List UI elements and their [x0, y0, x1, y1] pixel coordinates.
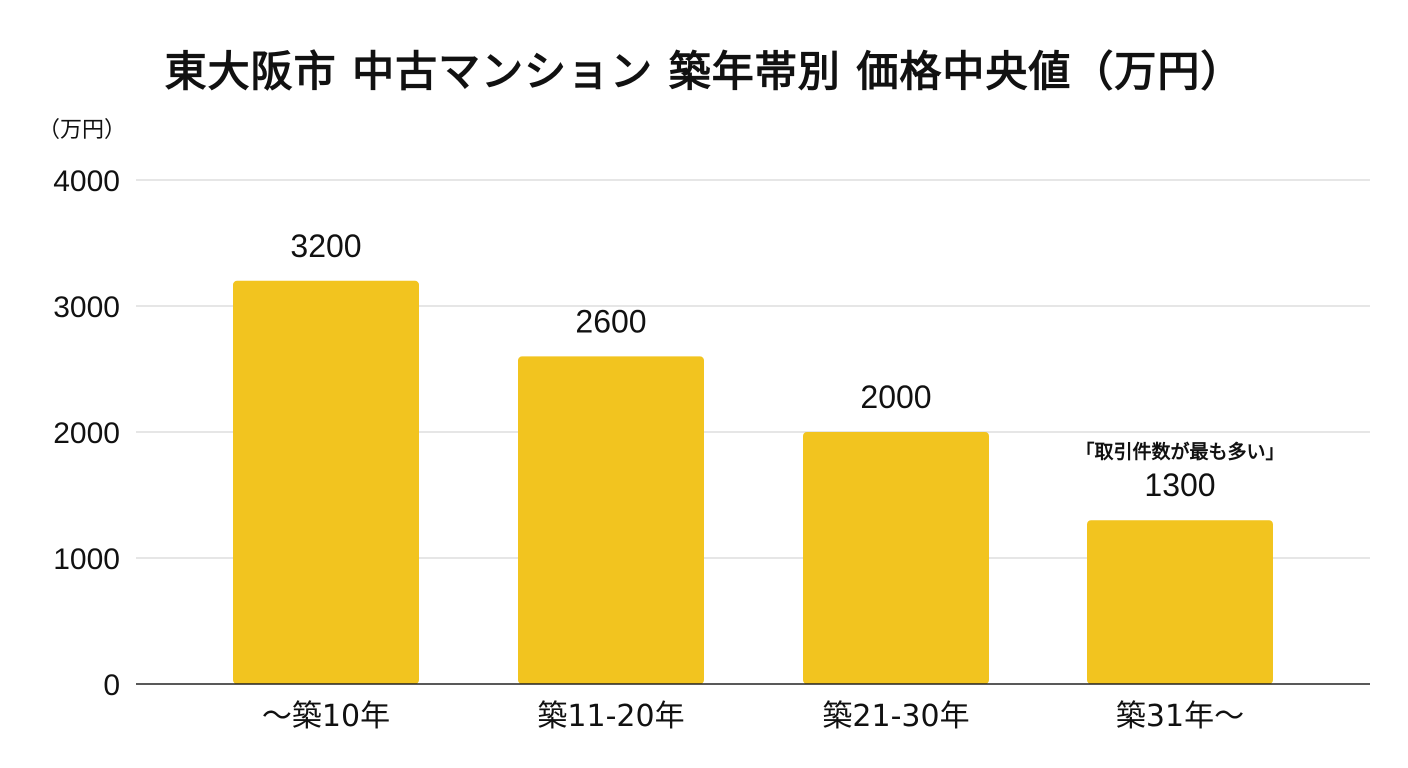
bar — [233, 280, 419, 684]
y-tick-label: 1000 — [53, 543, 120, 576]
annotation-label: 「取引件数が最も多い」 — [1075, 440, 1284, 463]
bar — [1087, 520, 1273, 684]
y-tick-label: 2000 — [53, 417, 120, 450]
data-label: 3200 — [290, 228, 361, 264]
y-tick-label: 0 — [103, 669, 120, 702]
x-tick-label: 築31年～ — [1116, 699, 1244, 734]
data-label: 1300 — [1144, 467, 1215, 503]
y-axis-unit-label: （万円） — [38, 118, 127, 143]
x-tick-label: ～築10年 — [262, 699, 390, 734]
data-label: 2000 — [860, 379, 931, 415]
x-tick-label: 築21-30年 — [822, 699, 969, 734]
chart-title: 東大阪市 中古マンション 築年帯別 価格中央値（万円） — [164, 47, 1244, 96]
y-tick-label: 3000 — [53, 291, 120, 324]
y-tick-label: 4000 — [53, 165, 120, 198]
x-tick-label: 築11-20年 — [537, 699, 684, 734]
bar — [518, 356, 704, 684]
bar — [803, 432, 989, 684]
data-label: 2600 — [575, 303, 646, 339]
